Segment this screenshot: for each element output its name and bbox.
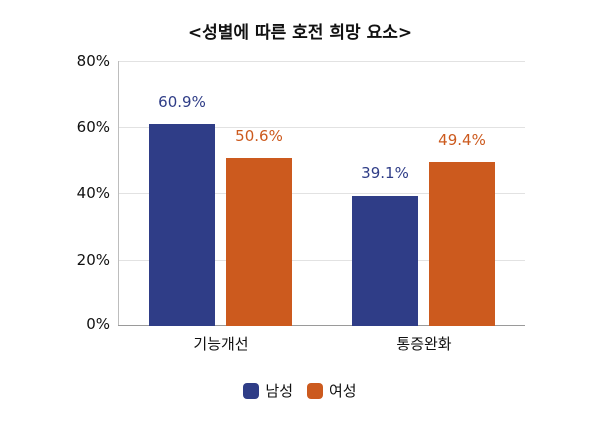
x-label-pain: 통증완화	[396, 335, 452, 353]
bar-female-pain	[429, 162, 495, 326]
y-tick-20: 20%	[76, 251, 110, 269]
gridline	[118, 61, 525, 62]
gridline	[118, 193, 525, 194]
y-tick-0: 0%	[86, 315, 110, 333]
legend-swatch-icon	[307, 382, 323, 399]
y-axis	[118, 61, 119, 326]
y-tick-60: 60%	[76, 118, 110, 136]
legend-item-male[interactable]: 남성	[243, 380, 293, 401]
value-label: 60.9%	[158, 93, 206, 111]
chart-title: <성별에 따른 호전 희망 요소>	[187, 23, 413, 43]
legend-label: 여성	[329, 382, 357, 400]
x-axis	[118, 325, 525, 326]
y-tick-80: 80%	[76, 52, 110, 70]
value-label: 49.4%	[438, 131, 486, 149]
bar-female-function	[226, 158, 292, 326]
plot-area: 60.9% 50.6% 39.1% 49.4%	[118, 61, 525, 326]
gridline	[118, 127, 525, 128]
legend-swatch-icon	[243, 382, 260, 399]
legend: 남성 여성	[0, 380, 600, 401]
value-label: 39.1%	[361, 164, 409, 182]
x-label-function: 기능개선	[193, 335, 249, 353]
legend-item-female[interactable]: 여성	[307, 380, 357, 401]
gridline	[118, 260, 525, 261]
y-tick-40: 40%	[76, 184, 110, 202]
value-label: 50.6%	[235, 127, 283, 145]
bar-male-pain	[352, 196, 418, 326]
bar-male-function	[149, 124, 215, 326]
legend-label: 남성	[265, 382, 293, 400]
